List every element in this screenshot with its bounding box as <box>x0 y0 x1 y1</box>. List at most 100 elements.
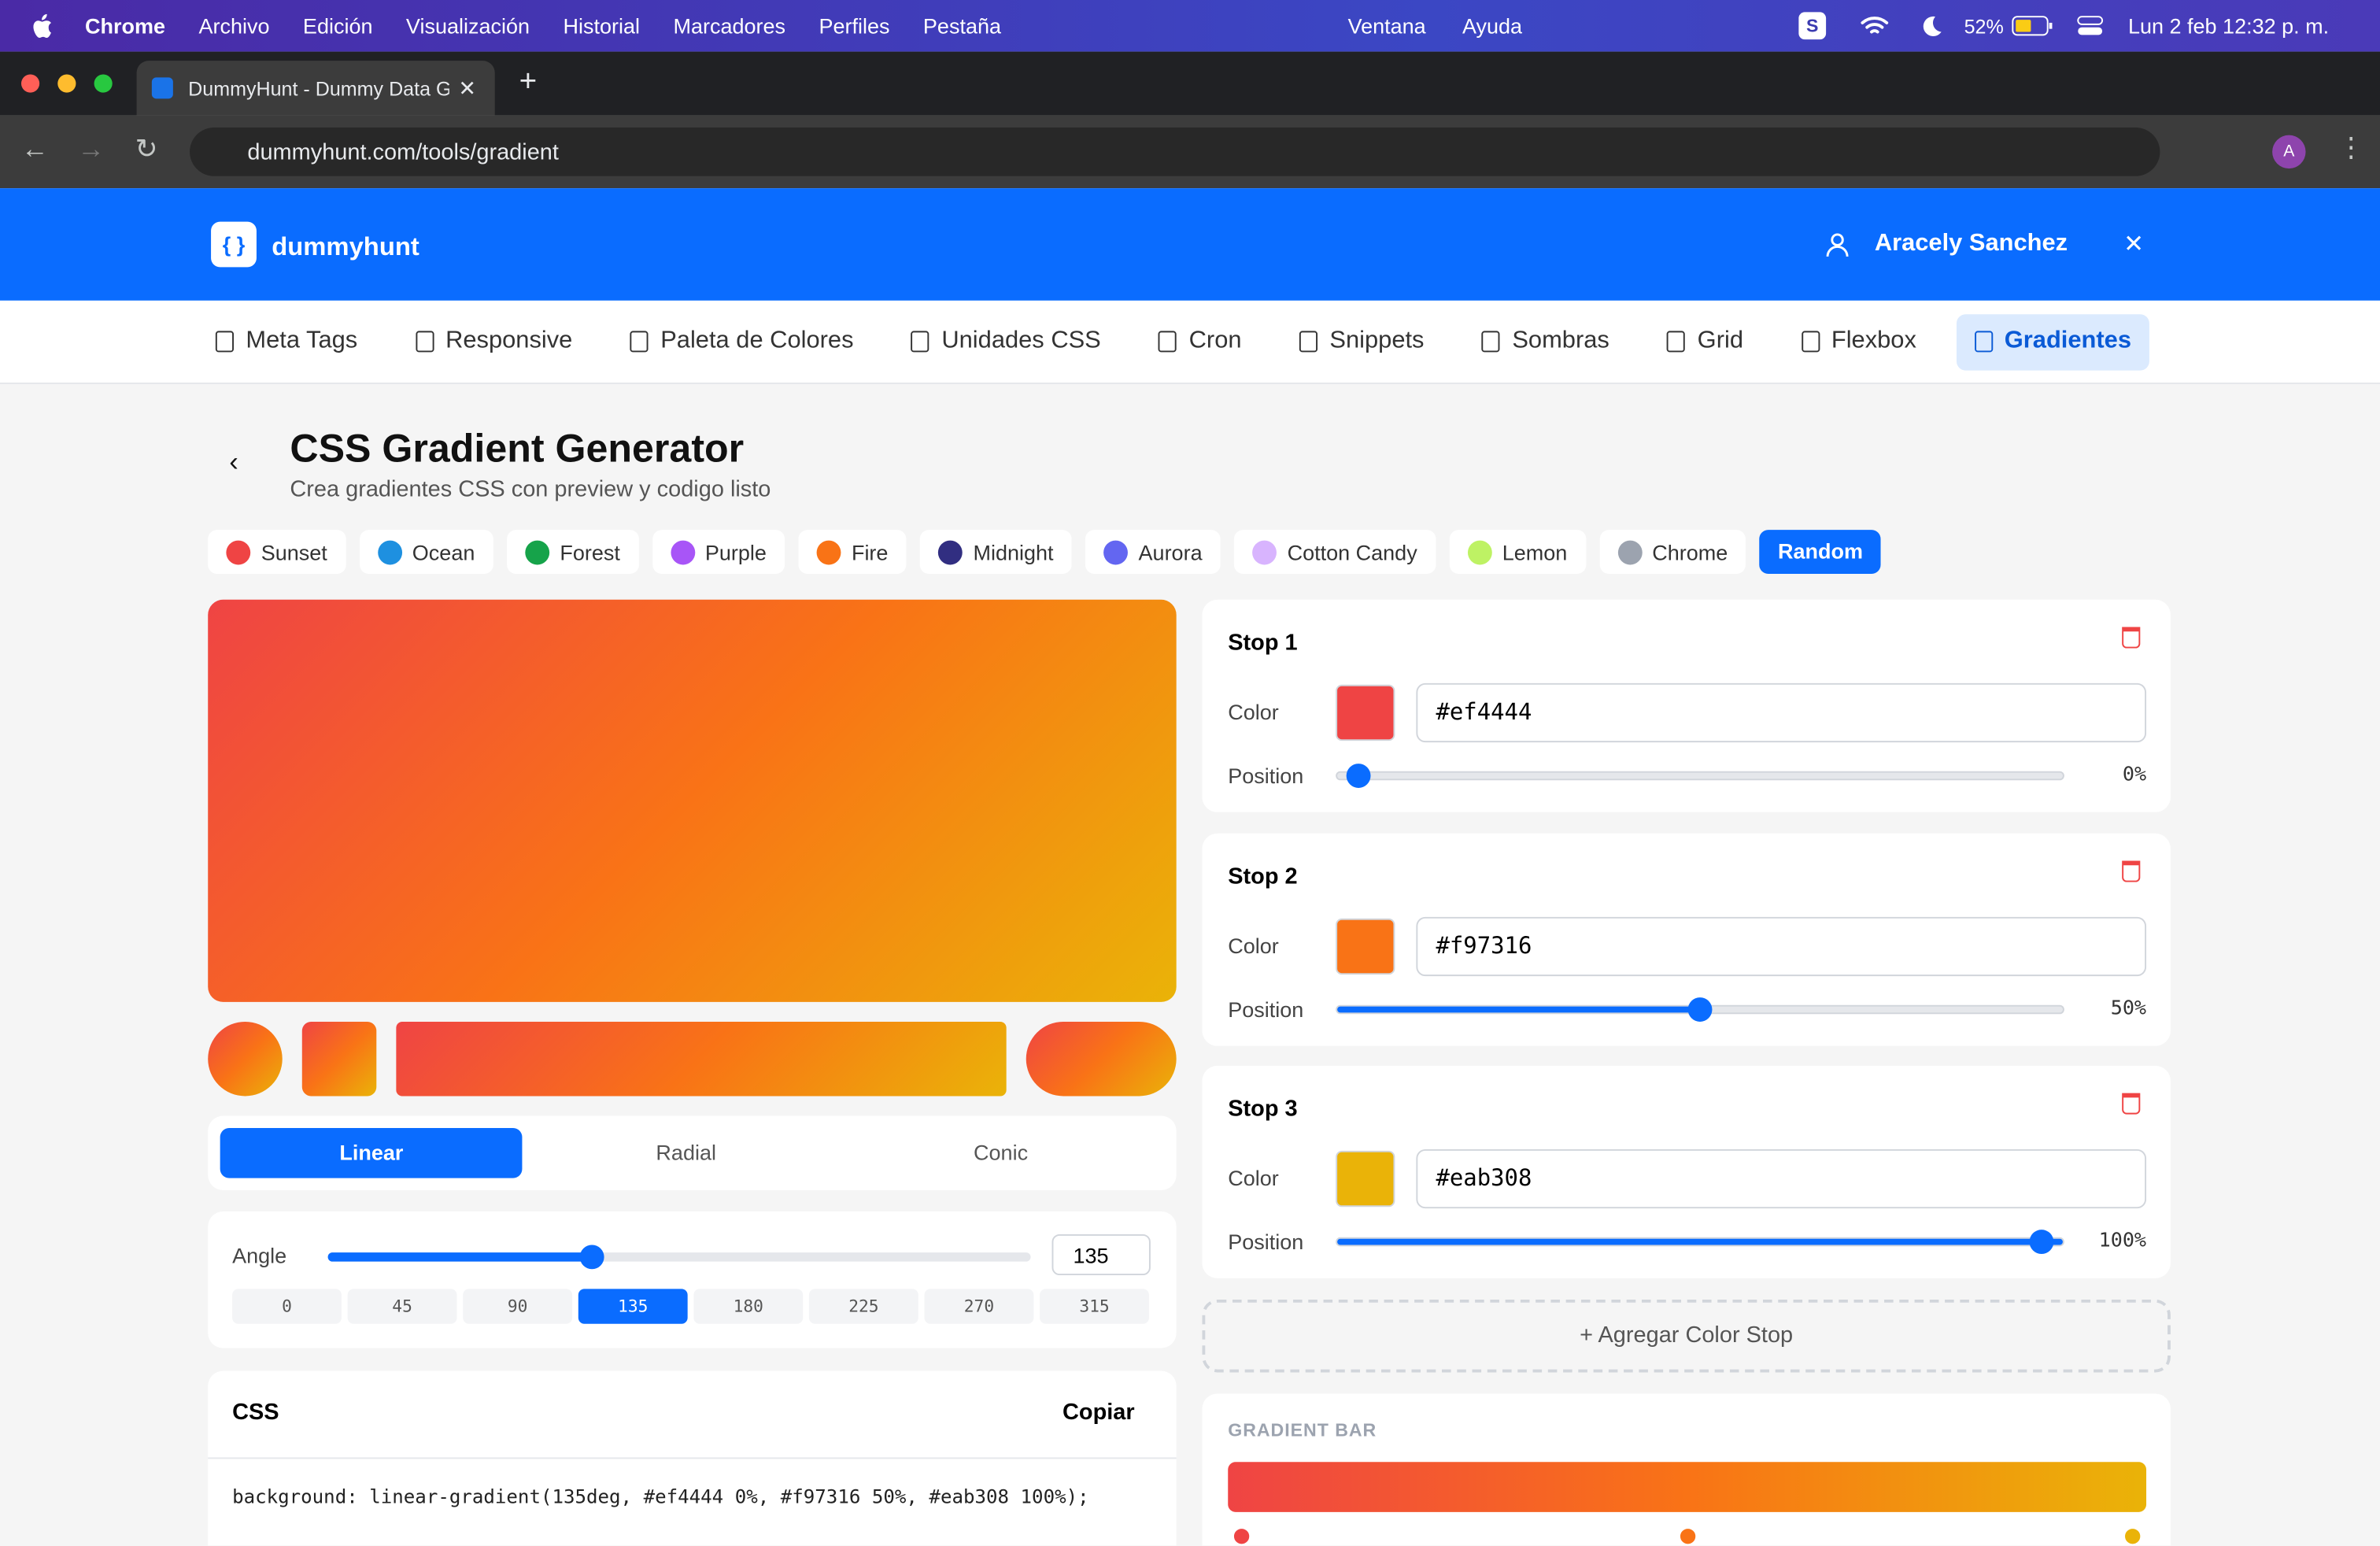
gradient-handle[interactable] <box>1678 1527 1697 1546</box>
preset-chip[interactable]: Ocean <box>359 530 493 575</box>
hex-input[interactable]: #ef4444 <box>1416 682 2147 743</box>
wifi-icon[interactable] <box>1860 13 1890 38</box>
nav-label: Paleta de Colores <box>660 327 854 354</box>
nav-item[interactable]: Grid <box>1649 313 1761 369</box>
mode-tab[interactable]: Linear <box>220 1127 523 1178</box>
angle-preset[interactable]: 45 <box>347 1289 457 1324</box>
reload-button[interactable]: ↻ <box>135 133 158 165</box>
hex-input[interactable]: #eab308 <box>1416 1148 2147 1209</box>
nav-item[interactable]: Meta Tags <box>198 313 376 369</box>
nav-item[interactable]: Flexbox <box>1783 313 1935 369</box>
back-button[interactable]: ← <box>21 133 49 165</box>
menu-button[interactable]: ⋮ <box>2338 131 2365 163</box>
nav-icon <box>1974 331 1993 353</box>
gradient-handle[interactable] <box>2123 1527 2142 1546</box>
menu-item[interactable]: Marcadores <box>673 13 786 39</box>
menu-item[interactable]: Perfiles <box>819 13 890 39</box>
back-link[interactable]: ‹ <box>229 446 238 477</box>
copy-button[interactable]: Copiar <box>1062 1400 1135 1426</box>
forward-button[interactable]: → <box>77 133 105 165</box>
position-track[interactable] <box>1336 764 2064 788</box>
nav-item[interactable]: Responsive <box>397 313 590 369</box>
user-name[interactable]: Aracely Sanchez <box>1874 231 2068 257</box>
tab-close[interactable]: ✕ <box>458 75 477 100</box>
random-button[interactable]: Random <box>1759 530 1882 575</box>
preset-chip[interactable]: Sunset <box>208 530 346 575</box>
nav-item[interactable]: Cron <box>1140 313 1260 369</box>
preset-name: Midnight <box>973 539 1054 564</box>
zoom-window[interactable] <box>94 74 113 93</box>
position-track[interactable] <box>1336 997 2064 1021</box>
preset-chip[interactable]: Cotton Candy <box>1234 530 1436 575</box>
address-bar[interactable]: dummyhunt.com/tools/gradient <box>190 128 2160 176</box>
logout-button[interactable]: ✕ <box>2123 232 2144 258</box>
menu-item[interactable]: Archivo <box>198 13 270 39</box>
angle-input[interactable]: 135 <box>1051 1233 1151 1276</box>
color-swatch[interactable] <box>1336 684 1395 742</box>
mode-tab[interactable]: Radial <box>656 1140 716 1165</box>
gradient-handle[interactable] <box>1232 1527 1251 1546</box>
preset-chip[interactable]: Midnight <box>919 530 1072 575</box>
angle-preset[interactable]: 135 <box>578 1289 688 1324</box>
control-center-icon[interactable] <box>2076 13 2104 38</box>
preset-chip[interactable]: Purple <box>652 530 785 575</box>
delete-stop[interactable] <box>2122 860 2141 882</box>
preset-chip[interactable]: Fire <box>798 530 907 575</box>
position-thumb[interactable] <box>1347 764 1372 788</box>
tab[interactable]: DummyHunt - Dummy Data G ✕ <box>136 61 495 116</box>
nav-item[interactable]: Unidades CSS <box>893 313 1119 369</box>
preset-chip[interactable]: Aurora <box>1085 530 1221 575</box>
position-track[interactable] <box>1336 1230 2064 1255</box>
nav-item[interactable]: Sombras <box>1464 313 1628 369</box>
position-thumb[interactable] <box>2028 1230 2053 1255</box>
nav-icon <box>630 331 649 353</box>
brand[interactable]: dummyhunt <box>272 232 419 261</box>
add-stop-button[interactable]: + Agregar Color Stop <box>1202 1299 2171 1373</box>
preset-chip[interactable]: Chrome <box>1598 530 1746 575</box>
logo[interactable]: { } <box>211 221 257 268</box>
angle-preset[interactable]: 90 <box>463 1289 573 1324</box>
nav-item[interactable]: Gradientes <box>1956 313 2150 370</box>
battery-percent: 52% <box>1964 14 2004 38</box>
app-name[interactable]: Chrome <box>85 13 166 39</box>
angle-preset[interactable]: 180 <box>693 1289 804 1324</box>
menu-item[interactable]: Ventana <box>1347 13 1426 39</box>
menu-item[interactable]: Ayuda <box>1462 13 1523 39</box>
color-swatch[interactable] <box>1336 1150 1395 1208</box>
mode-tab[interactable]: Conic <box>974 1140 1029 1165</box>
status-app-icon[interactable]: S <box>1798 12 1827 40</box>
position-thumb[interactable] <box>1687 997 1713 1021</box>
nav-icon <box>911 331 929 353</box>
menu-item[interactable]: Visualización <box>405 13 530 39</box>
angle-preset[interactable]: 270 <box>924 1289 1034 1324</box>
color-swatch[interactable] <box>1336 917 1395 975</box>
preset-swatch <box>816 539 841 564</box>
preset-chip[interactable]: Forest <box>506 530 639 575</box>
menu-item[interactable]: Pestaña <box>922 13 1002 39</box>
hex-input[interactable]: #f97316 <box>1416 915 2147 976</box>
angle-preset[interactable]: 0 <box>232 1289 342 1324</box>
close-window[interactable] <box>21 74 40 93</box>
angle-preset[interactable]: 225 <box>808 1289 918 1324</box>
preset-chip[interactable]: Lemon <box>1449 530 1586 575</box>
minimize-window[interactable] <box>57 74 76 93</box>
status-icons: S 52% Lun 2 feb 12:32 p. m. <box>1798 0 2329 52</box>
angle-track[interactable] <box>327 1245 1031 1270</box>
preset-name: Lemon <box>1502 539 1568 564</box>
delete-stop[interactable] <box>2122 627 2141 649</box>
menu-item[interactable]: Edición <box>302 13 373 39</box>
clock[interactable]: Lun 2 feb 12:32 p. m. <box>2127 13 2330 39</box>
nav-item[interactable]: Snippets <box>1281 313 1443 369</box>
menu-item[interactable]: Historial <box>563 13 641 39</box>
angle-thumb[interactable] <box>579 1245 604 1270</box>
delete-stop[interactable] <box>2122 1093 2141 1115</box>
preset-swatch <box>1252 539 1277 564</box>
apple-logo[interactable] <box>31 13 54 39</box>
angle-preset[interactable]: 315 <box>1040 1289 1149 1324</box>
focus-icon[interactable] <box>1920 13 1945 38</box>
new-tab[interactable]: + <box>519 65 538 99</box>
menu-items: Archivo Edición Visualización Historial Marc… <box>165 13 1001 38</box>
battery-icon[interactable] <box>2011 15 2053 36</box>
nav-item[interactable]: Paleta de Colores <box>612 313 871 369</box>
profile-avatar[interactable]: A <box>2272 135 2306 169</box>
